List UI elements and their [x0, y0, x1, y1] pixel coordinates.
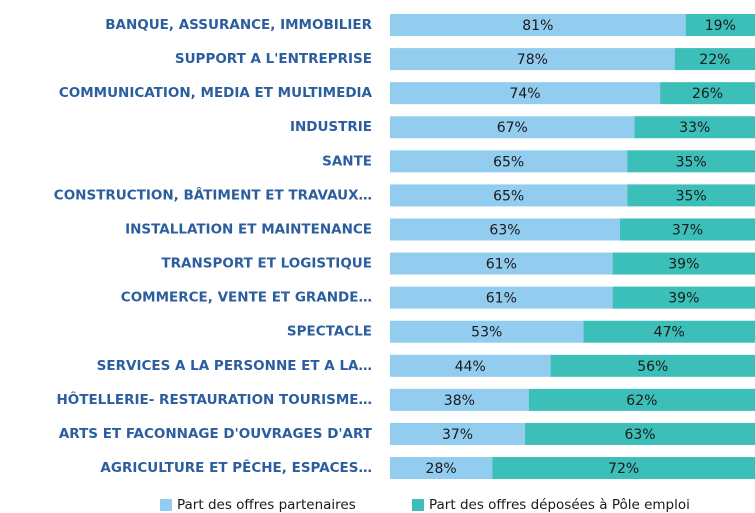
bar-segment	[390, 252, 613, 275]
value-label: 22%	[699, 52, 730, 68]
bar-segment	[390, 14, 686, 36]
value-label: 72%	[608, 461, 639, 477]
value-label: 47%	[654, 325, 685, 341]
bar-segment	[390, 354, 551, 377]
bar-segment	[390, 82, 661, 105]
bar-segment	[627, 184, 755, 207]
category-label: SPECTACLE	[287, 324, 372, 340]
value-label: 28%	[426, 461, 457, 477]
value-label: 78%	[517, 52, 548, 68]
value-label: 37%	[442, 427, 473, 443]
category-label: INSTALLATION ET MAINTENANCE	[125, 221, 372, 237]
bar-segment	[390, 218, 620, 241]
value-label: 81%	[522, 18, 553, 34]
value-label: 53%	[471, 325, 502, 341]
bar-segment	[492, 457, 755, 480]
value-label: 63%	[489, 222, 520, 238]
category-label: HÔTELLERIE- RESTAURATION TOURISME…	[56, 390, 372, 408]
value-label: 65%	[493, 154, 524, 170]
bar-segment	[390, 116, 635, 139]
value-label: 56%	[637, 359, 668, 375]
category-label: AGRICULTURE ET PÊCHE, ESPACES…	[100, 459, 372, 476]
value-label: 39%	[668, 257, 699, 273]
bar-segment	[612, 286, 755, 309]
category-label: SANTE	[322, 153, 372, 169]
category-label: COMMUNICATION, MEDIA ET MULTIMEDIA	[59, 85, 373, 101]
value-label: 61%	[486, 257, 517, 273]
legend-label: Part des offres déposées à Pôle emploi	[429, 497, 690, 513]
bar-segment	[390, 457, 493, 480]
value-label: 39%	[668, 291, 699, 307]
category-label: COMMERCE, VENTE ET GRANDE…	[121, 290, 372, 306]
value-label: 67%	[497, 120, 528, 136]
value-label: 37%	[672, 222, 703, 238]
value-label: 38%	[444, 393, 475, 409]
bar-segment	[390, 422, 526, 445]
bar-segment	[390, 286, 613, 309]
value-label: 74%	[509, 86, 540, 102]
category-label: INDUSTRIE	[290, 119, 372, 135]
bar-segment	[612, 252, 755, 275]
value-label: 62%	[626, 393, 657, 409]
bar-segment	[525, 422, 755, 445]
bar-segment	[528, 388, 755, 411]
value-label: 61%	[486, 291, 517, 307]
bar-segment	[685, 14, 755, 36]
legend-swatch	[412, 499, 424, 511]
value-label: 35%	[676, 188, 707, 204]
value-label: 65%	[493, 188, 524, 204]
value-label: 19%	[705, 18, 736, 34]
bar-segment	[634, 116, 755, 139]
bar-segment	[390, 320, 584, 343]
value-label: 33%	[679, 120, 710, 136]
bar-segment	[550, 354, 755, 377]
value-label: 26%	[692, 86, 723, 102]
value-label: 63%	[624, 427, 655, 443]
category-label: CONSTRUCTION, BÂTIMENT ET TRAVAUX…	[54, 186, 372, 203]
bar-segment	[627, 150, 755, 173]
bar-segment	[583, 320, 755, 343]
legend-swatch	[160, 499, 172, 511]
bar-segment	[390, 150, 628, 173]
bar-segment	[674, 48, 755, 71]
bar-segment	[390, 184, 628, 207]
legend-label: Part des offres partenaires	[177, 497, 356, 513]
bar-segment	[390, 48, 675, 71]
category-label: BANQUE, ASSURANCE, IMMOBILIER	[105, 17, 372, 33]
category-label: SUPPORT A L'ENTREPRISE	[175, 51, 372, 67]
category-label: TRANSPORT ET LOGISTIQUE	[161, 256, 372, 272]
bar-segment	[660, 82, 755, 105]
category-label: SERVICES A LA PERSONNE ET A LA…	[97, 358, 372, 374]
value-label: 35%	[676, 154, 707, 170]
bar-segment	[390, 388, 529, 411]
bar-segment	[619, 218, 755, 241]
category-label: ARTS ET FACONNAGE D'OUVRAGES D'ART	[59, 426, 373, 442]
value-label: 44%	[455, 359, 486, 375]
